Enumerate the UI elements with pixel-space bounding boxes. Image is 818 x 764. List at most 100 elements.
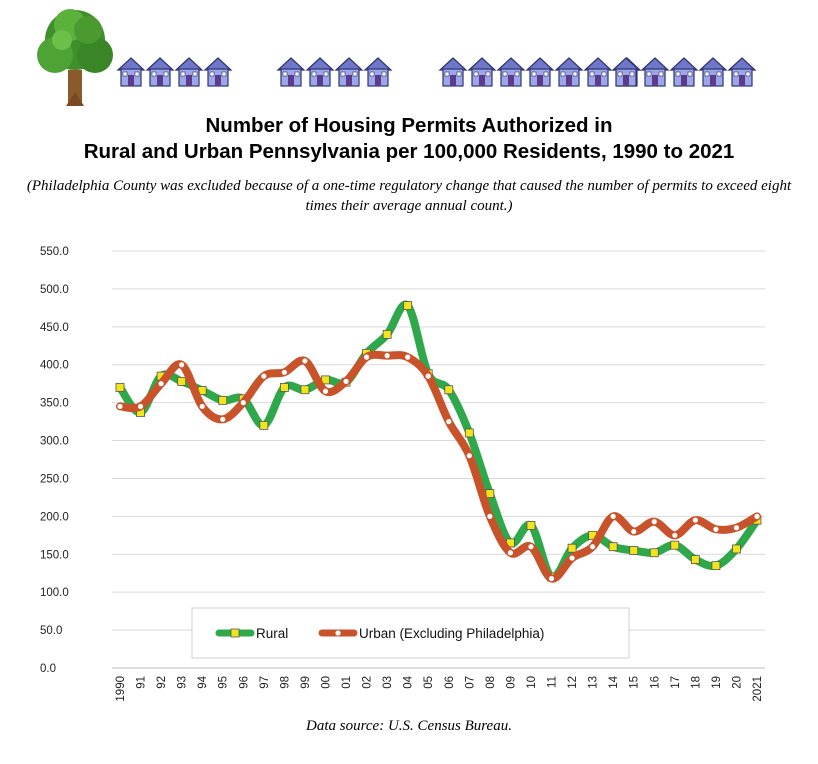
data-point-urban (466, 453, 472, 459)
x-tick-label: 18 (690, 676, 702, 689)
data-point-rural (711, 561, 721, 571)
data-point-urban (220, 416, 226, 422)
x-tick-label: 99 (300, 676, 312, 689)
data-point-urban (733, 525, 740, 531)
y-tick-label: 0.0 (40, 663, 56, 675)
header-decoration (37, 9, 757, 106)
data-point-urban (158, 381, 164, 387)
data-point-urban (425, 373, 431, 379)
y-tick-label: 450.0 (40, 322, 69, 334)
data-point-urban (754, 513, 760, 519)
data-point-rural (279, 383, 289, 392)
data-point-urban (548, 575, 555, 582)
y-tick-label: 500.0 (40, 284, 69, 296)
x-tick-label: 92 (156, 676, 168, 689)
data-point-urban (692, 517, 698, 523)
data-point-urban (117, 403, 123, 410)
house-icon (363, 57, 393, 87)
data-point-urban (199, 403, 205, 410)
data-point-urban (179, 362, 185, 368)
data-point-urban (672, 532, 678, 538)
data-point-rural (382, 329, 392, 339)
house-icon (116, 57, 146, 87)
chart-title: Number of Housing Permits Authorized in … (0, 113, 818, 165)
data-point-rural (670, 540, 680, 550)
house-icon (305, 57, 335, 87)
x-tick-label: 08 (485, 676, 497, 689)
y-tick-label: 200.0 (40, 511, 69, 523)
data-point-rural (629, 546, 639, 555)
y-tick-label: 300.0 (40, 436, 69, 448)
x-tick-label: 00 (320, 676, 332, 689)
x-tick-label: 06 (444, 676, 456, 689)
house-icon (698, 57, 728, 87)
y-axis: 0.0 50.0 100.0 150.0 200.0 250.0 300.0 350.0 400… (40, 246, 69, 675)
x-tick-label: 2021 (752, 676, 764, 702)
data-point-urban (631, 528, 637, 535)
data-point-rural (526, 521, 536, 530)
chart-title-line2: Rural and Urban Pennsylvania per 100,000… (83, 140, 735, 163)
data-point-rural (300, 385, 310, 395)
chart-legend: Rural Urban (Excluding Philadelphia) (191, 607, 630, 659)
series-line-urban (116, 350, 761, 583)
x-tick-label: 04 (403, 675, 415, 688)
data-point-urban (405, 354, 411, 360)
x-tick-label: 98 (279, 676, 291, 689)
data-point-urban (137, 403, 144, 410)
data-point-urban (713, 526, 719, 532)
data-point-urban (487, 513, 493, 519)
data-point-urban (384, 353, 390, 359)
x-tick-label: 12 (567, 676, 579, 689)
y-tick-label: 550.0 (40, 246, 69, 258)
data-point-urban (507, 550, 514, 556)
data-point-rural (259, 420, 269, 430)
data-point-urban (590, 544, 596, 550)
x-tick-label: 10 (526, 676, 538, 689)
x-tick-label: 02 (362, 676, 374, 689)
legend-item-rural: Rural (215, 626, 288, 641)
data-point-rural (608, 542, 618, 552)
data-point-urban (302, 358, 308, 364)
data-point-rural (115, 383, 125, 392)
house-icon (276, 57, 306, 87)
house-icon (640, 57, 670, 87)
house-icon (727, 57, 757, 87)
x-tick-label: 07 (464, 676, 476, 689)
x-tick-label: 20 (731, 676, 743, 689)
data-point-rural (403, 301, 413, 310)
x-tick-label: 01 (341, 676, 353, 689)
data-point-urban (261, 373, 267, 379)
house-icon (438, 57, 468, 87)
house-icon (334, 57, 364, 87)
legend-box (191, 607, 630, 659)
data-point-urban (322, 388, 329, 394)
data-point-urban (446, 418, 452, 425)
house-icon (467, 57, 497, 87)
x-tick-label: 11 (547, 676, 559, 688)
house-icon (669, 57, 699, 87)
chart-gridlines (112, 250, 765, 669)
data-point-urban (528, 544, 534, 550)
house-icon-row (116, 57, 757, 87)
house-icon (203, 57, 233, 87)
x-tick-label: 96 (238, 676, 250, 689)
x-tick-label: 03 (382, 676, 394, 689)
data-point-urban (569, 555, 575, 561)
y-tick-label: 100.0 (40, 587, 69, 599)
legend-label-rural: Rural (256, 626, 288, 641)
x-tick-label: 05 (423, 676, 435, 689)
x-tick-label: 17 (670, 676, 682, 689)
legend-item-urban: Urban (Excluding Philadelphia) (318, 626, 544, 641)
house-icon (525, 57, 555, 87)
x-tick-label: 91 (136, 676, 148, 689)
data-point-urban (651, 519, 657, 525)
data-point-urban (281, 369, 287, 375)
data-point-rural (567, 543, 577, 553)
chart-title-line1: Number of Housing Permits Authorized in (205, 114, 613, 137)
line-chart: 0.0 50.0 100.0 150.0 200.0 250.0 300.0 350.0 400… (40, 246, 765, 702)
data-point-rural (690, 555, 700, 564)
data-point-rural (218, 395, 228, 405)
data-point-rural (444, 385, 454, 395)
y-tick-label: 50.0 (40, 625, 62, 637)
x-tick-label: 09 (505, 676, 517, 689)
